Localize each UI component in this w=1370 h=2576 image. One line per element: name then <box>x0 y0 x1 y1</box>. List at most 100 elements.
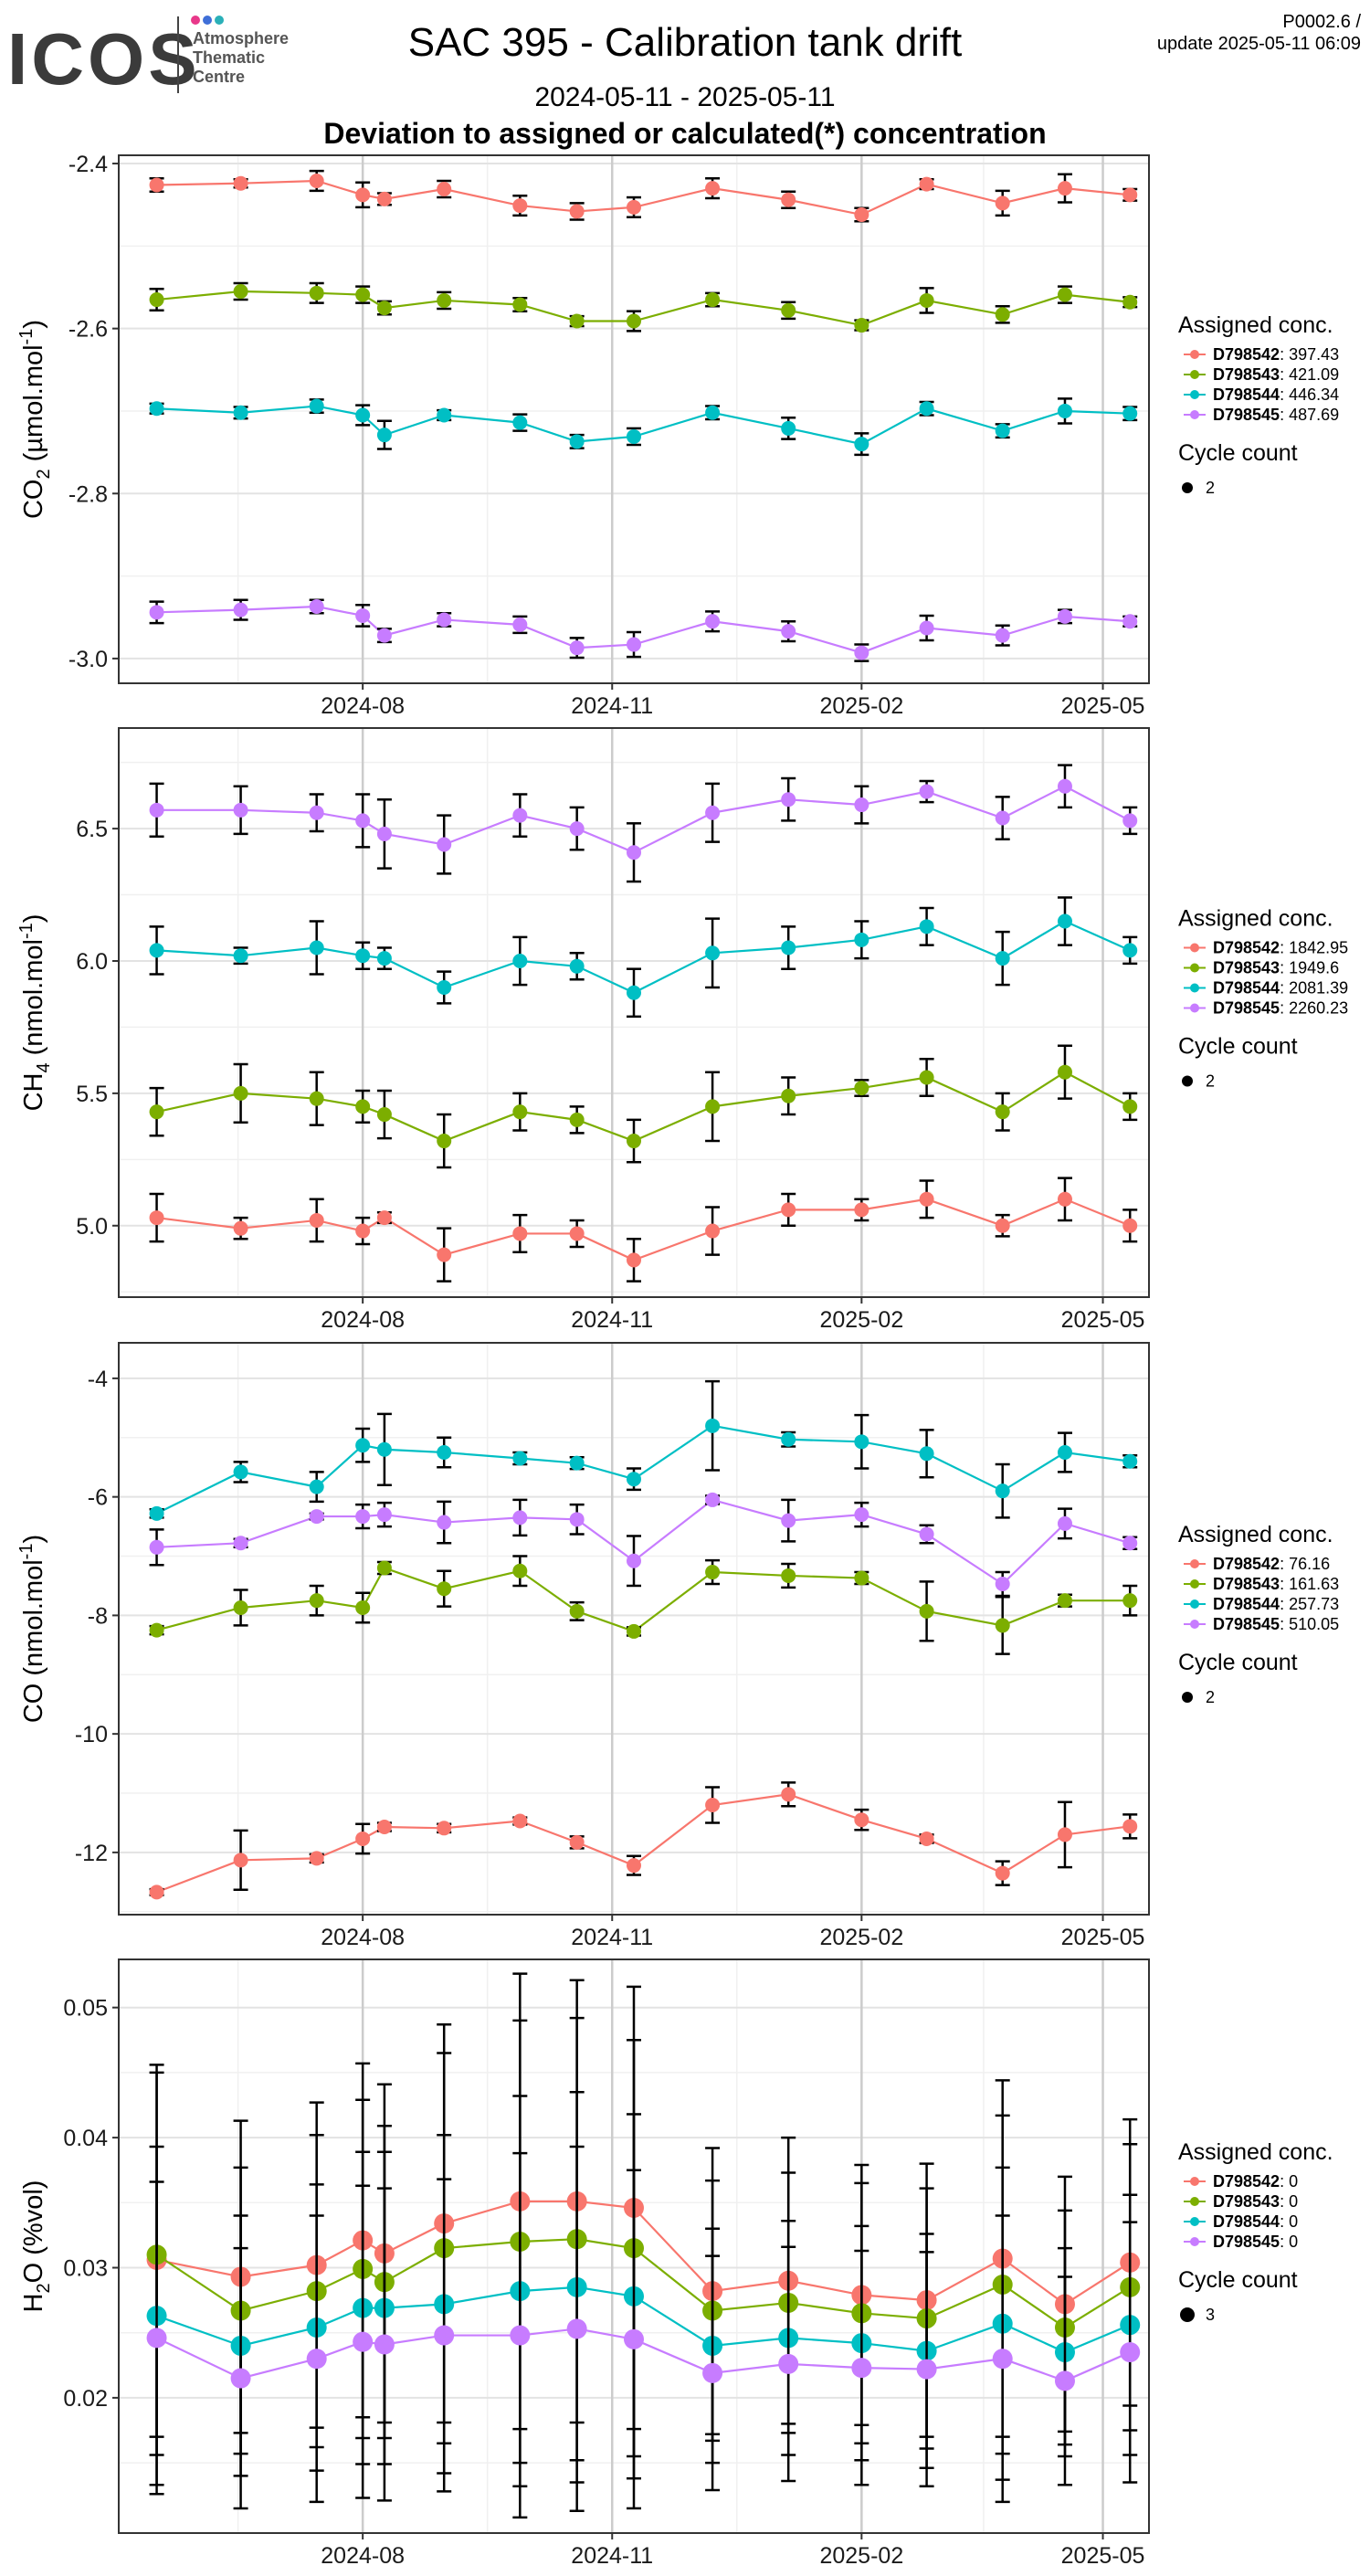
data-point-D798544 <box>1057 1445 1072 1461</box>
data-point-D798543 <box>919 1603 934 1619</box>
legend-size-value: 2 <box>1206 1688 1215 1706</box>
legend-title: Assigned conc. <box>1178 906 1333 932</box>
data-point-D798545 <box>781 624 796 639</box>
y-tick-label: -3.0 <box>68 647 108 672</box>
legend-size-dot <box>1182 1075 1193 1087</box>
page-code: P0002.6 / <box>1282 12 1361 32</box>
data-point-D798544 <box>1057 913 1072 929</box>
legend-key-dot <box>1190 2197 1199 2206</box>
data-point-D798544 <box>627 985 641 1000</box>
logo-sub-3: Centre <box>193 68 245 86</box>
plot-area <box>119 155 1149 683</box>
data-point-D798544 <box>309 940 324 955</box>
data-point-D798545 <box>437 837 452 852</box>
data-point-D798543 <box>705 1565 721 1580</box>
data-point-D798545 <box>624 2328 644 2349</box>
data-point-D798544 <box>919 401 934 417</box>
icos-logo: ICOS Atmosphere Thematic Centre <box>7 16 289 95</box>
data-point-D798542 <box>355 1223 371 1239</box>
data-point-D798543 <box>919 1070 934 1085</box>
data-point-D798542 <box>854 207 869 223</box>
data-point-D798544 <box>569 958 585 974</box>
data-point-D798543 <box>376 1560 392 1576</box>
data-point-D798542 <box>376 1819 392 1834</box>
legend-size-value: 2 <box>1206 1072 1215 1091</box>
plot-border <box>118 1958 1150 2534</box>
data-point-D798545 <box>919 620 934 636</box>
data-point-D798544 <box>149 943 164 958</box>
data-point-D798544 <box>512 953 528 968</box>
data-point-D798545 <box>355 607 371 623</box>
chart-subtitle: Deviation to assigned or calculated(*) c… <box>323 117 1047 150</box>
data-point-D798545 <box>781 792 796 808</box>
data-point-D798542 <box>781 1202 796 1218</box>
data-point-D798544 <box>781 940 796 955</box>
data-point-D798543 <box>1122 1593 1138 1609</box>
legend-key-dot <box>1190 2177 1199 2186</box>
data-point-D798542 <box>919 176 934 192</box>
legend-item-D798542: D798542: 397.43 <box>1213 345 1339 364</box>
series-line-D798543 <box>156 1071 1131 1143</box>
data-point-D798542 <box>437 1821 452 1836</box>
series-line-D798542 <box>156 1198 1131 1262</box>
data-point-D798545 <box>566 2318 587 2339</box>
series-line-D798542 <box>156 179 1131 216</box>
x-tick-label: 2024-08 <box>321 693 405 719</box>
legend-key-dot <box>1190 1579 1199 1589</box>
data-point-D798545 <box>851 2358 872 2379</box>
y-tick-label: 0.02 <box>63 2386 108 2412</box>
data-point-D798543 <box>437 292 452 308</box>
data-point-D798545 <box>919 1526 934 1542</box>
data-point-D798542 <box>437 1247 452 1262</box>
update-info: P0002.6 / update 2025-05-11 06:09 <box>1157 11 1361 55</box>
y-axis-label: CH4 (nmol.mol-1) <box>16 914 54 1112</box>
data-point-D798543 <box>309 285 324 301</box>
legend-key-dot <box>1190 1620 1199 1629</box>
chart-panel-4: 0.05 0.04 0.03 0.02 2024-08 2024-11 2025-02 202… <box>19 1958 1333 2569</box>
data-point-D798545 <box>306 2349 327 2370</box>
data-point-D798545 <box>1054 2370 1075 2391</box>
legend-item-D798544: D798544: 2081.39 <box>1213 979 1348 998</box>
data-point-D798543 <box>569 1603 585 1619</box>
y-tick-label: -2.8 <box>68 481 108 507</box>
data-point-D798545 <box>705 805 721 820</box>
series-line-D798545 <box>156 605 1131 654</box>
y-tick-label: -4 <box>88 1367 108 1392</box>
legend-item-D798545: D798545: 2260.23 <box>1213 999 1348 1018</box>
data-point-D798543 <box>1122 1099 1138 1114</box>
series-line-D798544 <box>156 2286 1131 2354</box>
legend-item-D798545: D798545: 510.05 <box>1213 1615 1339 1633</box>
update-time: update 2025-05-11 06:09 <box>1156 34 1361 54</box>
data-point-D798544 <box>995 951 1010 966</box>
legend-key-dot <box>1190 983 1199 993</box>
data-point-D798542 <box>781 1787 796 1802</box>
data-point-D798544 <box>1122 406 1138 421</box>
legend-key-dot <box>1190 1003 1199 1013</box>
y-tick-label: -2.4 <box>68 152 108 177</box>
data-point-D798542 <box>627 1858 641 1874</box>
data-point-D798543 <box>1057 287 1072 302</box>
plot-border <box>118 154 1150 684</box>
data-point-D798542 <box>309 173 324 188</box>
legend-item-D798545: D798545: 0 <box>1213 2233 1298 2251</box>
data-point-D798545 <box>233 802 248 818</box>
data-point-D798542 <box>355 1831 371 1846</box>
data-point-D798544 <box>854 1434 869 1450</box>
data-point-D798545 <box>353 2331 374 2352</box>
y-tick-label: -10 <box>75 1722 108 1747</box>
x-tick-label: 2025-05 <box>1061 1307 1145 1333</box>
legend-key-dot <box>1190 2237 1199 2246</box>
legend-title: Assigned conc. <box>1178 312 1333 338</box>
data-point-D798543 <box>627 1623 641 1639</box>
legend-key-dot <box>1190 350 1199 359</box>
data-point-D798542 <box>149 1210 164 1226</box>
data-point-D798545 <box>149 605 164 620</box>
data-point-D798543 <box>355 287 371 302</box>
data-point-D798542 <box>1057 1827 1072 1842</box>
series-line-D798544 <box>156 1424 1131 1515</box>
data-point-D798542 <box>512 198 528 214</box>
data-point-D798544 <box>705 405 721 420</box>
data-point-D798543 <box>781 1088 796 1103</box>
data-point-D798545 <box>233 1536 248 1551</box>
data-point-D798542 <box>376 1210 392 1226</box>
